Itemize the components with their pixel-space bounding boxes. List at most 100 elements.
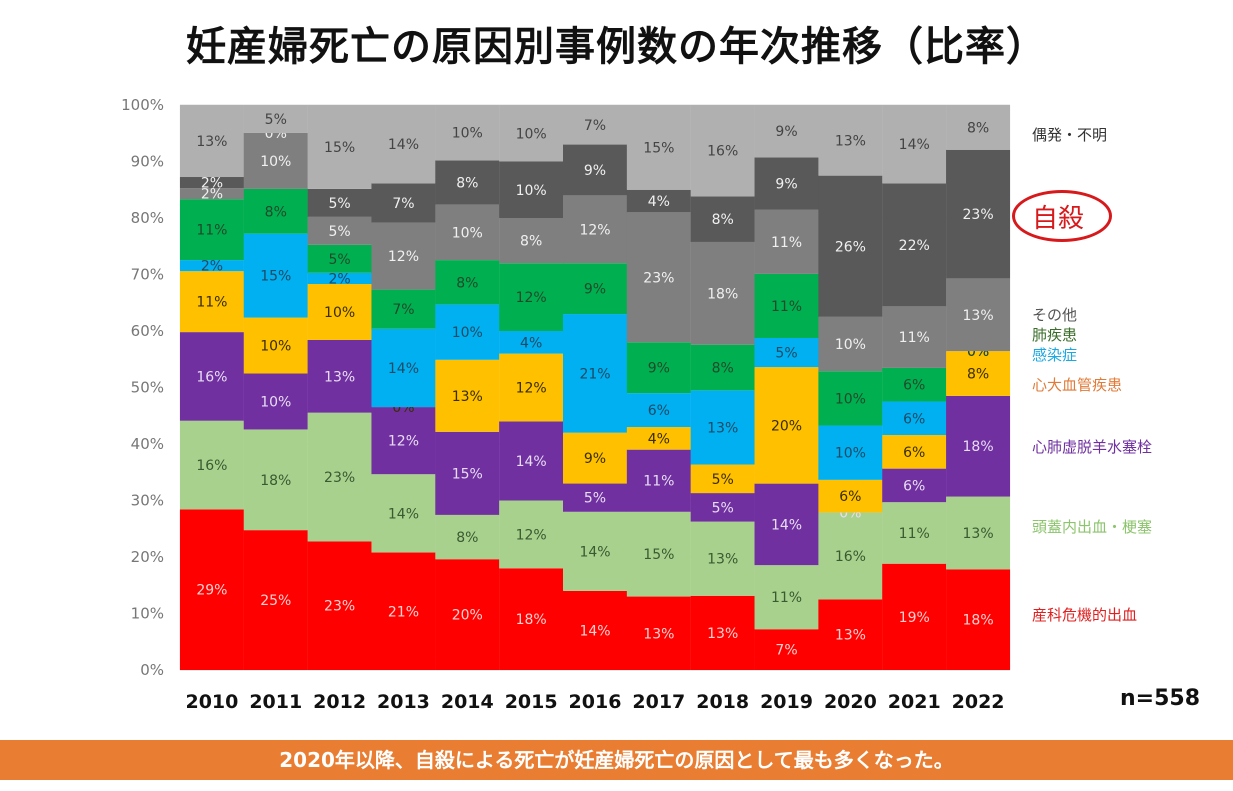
data-label: 5% — [584, 491, 606, 507]
bar-segment — [435, 260, 500, 305]
bar-segment — [882, 435, 947, 469]
data-label: 6% — [903, 478, 925, 494]
data-label: 15% — [452, 466, 483, 482]
data-label: 10% — [324, 305, 355, 321]
data-label: 5% — [775, 346, 797, 362]
data-label: 11% — [771, 590, 802, 606]
data-label: 26% — [835, 239, 866, 255]
data-label: 15% — [324, 140, 355, 156]
data-label: 10% — [516, 126, 547, 142]
bar-segment — [371, 328, 436, 408]
bar-segment — [435, 559, 500, 670]
legend-item: 肺疾患 — [1032, 326, 1078, 344]
data-label: 14% — [388, 361, 419, 377]
bar-segment — [818, 479, 883, 513]
data-label: 5% — [329, 252, 351, 268]
data-label: 15% — [643, 547, 674, 563]
highlight-circle — [1012, 190, 1112, 242]
bar-segment — [818, 599, 883, 670]
data-label: 12% — [516, 290, 547, 306]
data-label: 13% — [707, 626, 738, 642]
y-tick-label: 50% — [131, 379, 164, 397]
bar-segment — [946, 278, 1011, 352]
data-label: 14% — [579, 623, 610, 639]
data-label: 23% — [643, 270, 674, 286]
bar-segment — [563, 432, 627, 484]
y-tick-label: 30% — [131, 492, 164, 510]
bar-segment — [307, 412, 372, 542]
bar-segment — [435, 160, 500, 205]
x-tick-label: 2012 — [313, 691, 366, 713]
data-label: 13% — [963, 308, 994, 324]
bar-segment — [946, 395, 1011, 497]
data-label: 23% — [324, 599, 355, 615]
bar-segment — [818, 371, 883, 426]
bar-segment — [179, 271, 244, 333]
chart-title: 妊産婦死亡の原因別事例数の年次推移（比率） — [186, 24, 1047, 70]
bar-segment — [690, 105, 755, 197]
bar-segment — [499, 331, 564, 354]
data-label: 14% — [388, 137, 419, 153]
bar-segment — [243, 233, 308, 318]
data-label: 9% — [775, 177, 797, 193]
data-label: 8% — [456, 176, 478, 192]
data-label: 18% — [516, 612, 547, 628]
bar-segment — [690, 464, 755, 494]
data-label: 8% — [265, 204, 287, 220]
data-label: 13% — [643, 626, 674, 642]
data-label: 4% — [648, 194, 670, 210]
data-label: 8% — [967, 367, 989, 383]
data-label: 10% — [835, 391, 866, 407]
data-label: 6% — [903, 411, 925, 427]
sample-size-label: n=558 — [1120, 686, 1201, 711]
bar-segment — [243, 132, 308, 189]
bar-segment — [754, 565, 819, 630]
data-label: 14% — [899, 137, 930, 153]
data-label: 7% — [392, 196, 414, 212]
bar-segment — [179, 509, 244, 670]
bar-segment — [690, 344, 755, 391]
data-label: 10% — [516, 183, 547, 199]
bar-segment — [243, 373, 308, 430]
y-tick-label: 40% — [131, 435, 164, 453]
data-label: 13% — [835, 628, 866, 644]
data-label: 13% — [324, 369, 355, 385]
data-label: 11% — [196, 295, 227, 311]
bar-segment — [818, 316, 883, 372]
data-label: 4% — [648, 431, 670, 447]
data-label: 10% — [452, 325, 483, 341]
data-label: 14% — [516, 454, 547, 470]
bar-segment — [754, 157, 819, 210]
legend-item: その他 — [1032, 306, 1078, 324]
data-label: 11% — [899, 526, 930, 542]
bar-segment — [626, 212, 691, 343]
bar-segment — [307, 339, 372, 413]
bar-segment — [946, 105, 1011, 150]
bar-segment — [754, 273, 819, 338]
bar-segment — [882, 105, 947, 184]
bar-segment — [243, 317, 308, 374]
data-label: 8% — [712, 212, 734, 228]
bar-segment — [690, 241, 755, 345]
bar-segment — [818, 175, 883, 317]
data-label: 16% — [835, 549, 866, 565]
bar-segment — [499, 161, 564, 218]
data-label: 16% — [196, 369, 227, 385]
data-label: 12% — [579, 222, 610, 238]
data-label: 6% — [839, 489, 861, 505]
x-tick-label: 2016 — [569, 691, 622, 713]
bar-segment — [882, 502, 947, 564]
x-tick-label: 2015 — [505, 691, 558, 713]
bar-segment — [179, 420, 244, 510]
bar-segment — [690, 521, 755, 596]
y-tick-label: 0% — [140, 661, 164, 679]
x-tick-label: 2018 — [696, 691, 749, 713]
bar-segment — [307, 105, 372, 189]
bar-segment — [882, 401, 947, 436]
bar-segment — [626, 427, 691, 450]
data-label: 21% — [388, 604, 419, 620]
data-label: 10% — [452, 126, 483, 142]
bar-segment — [626, 105, 691, 190]
x-tick-label: 2021 — [888, 691, 941, 713]
data-label: 8% — [967, 120, 989, 136]
